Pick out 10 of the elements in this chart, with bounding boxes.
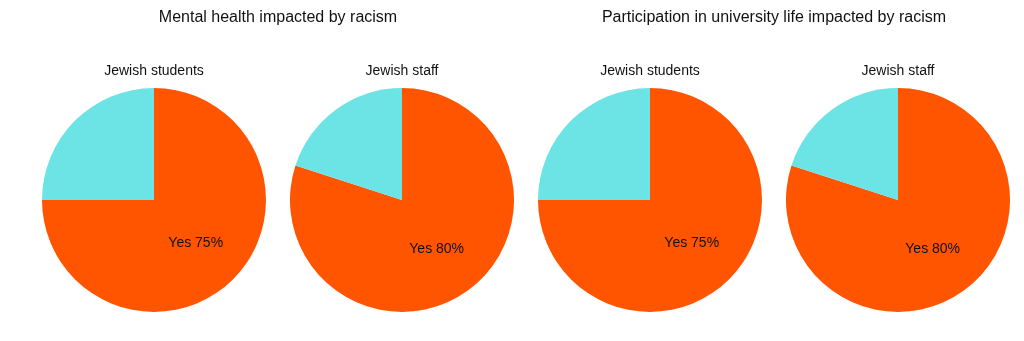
data-label: Yes 80% — [905, 239, 961, 256]
data-label: Yes 75% — [168, 233, 224, 250]
chart-subtitle: Jewish staff — [861, 62, 935, 78]
data-label: Yes 75% — [664, 233, 720, 250]
chart-subtitle: Jewish students — [600, 62, 700, 78]
chart-title: Participation in university life impacted by racism — [601, 8, 947, 26]
data-label: Yes 80% — [409, 239, 465, 256]
chart-subtitle: Jewish staff — [365, 62, 439, 78]
chart-subtitle: Jewish students — [104, 62, 204, 78]
chart-title: Mental health impacted by racism — [158, 8, 398, 26]
